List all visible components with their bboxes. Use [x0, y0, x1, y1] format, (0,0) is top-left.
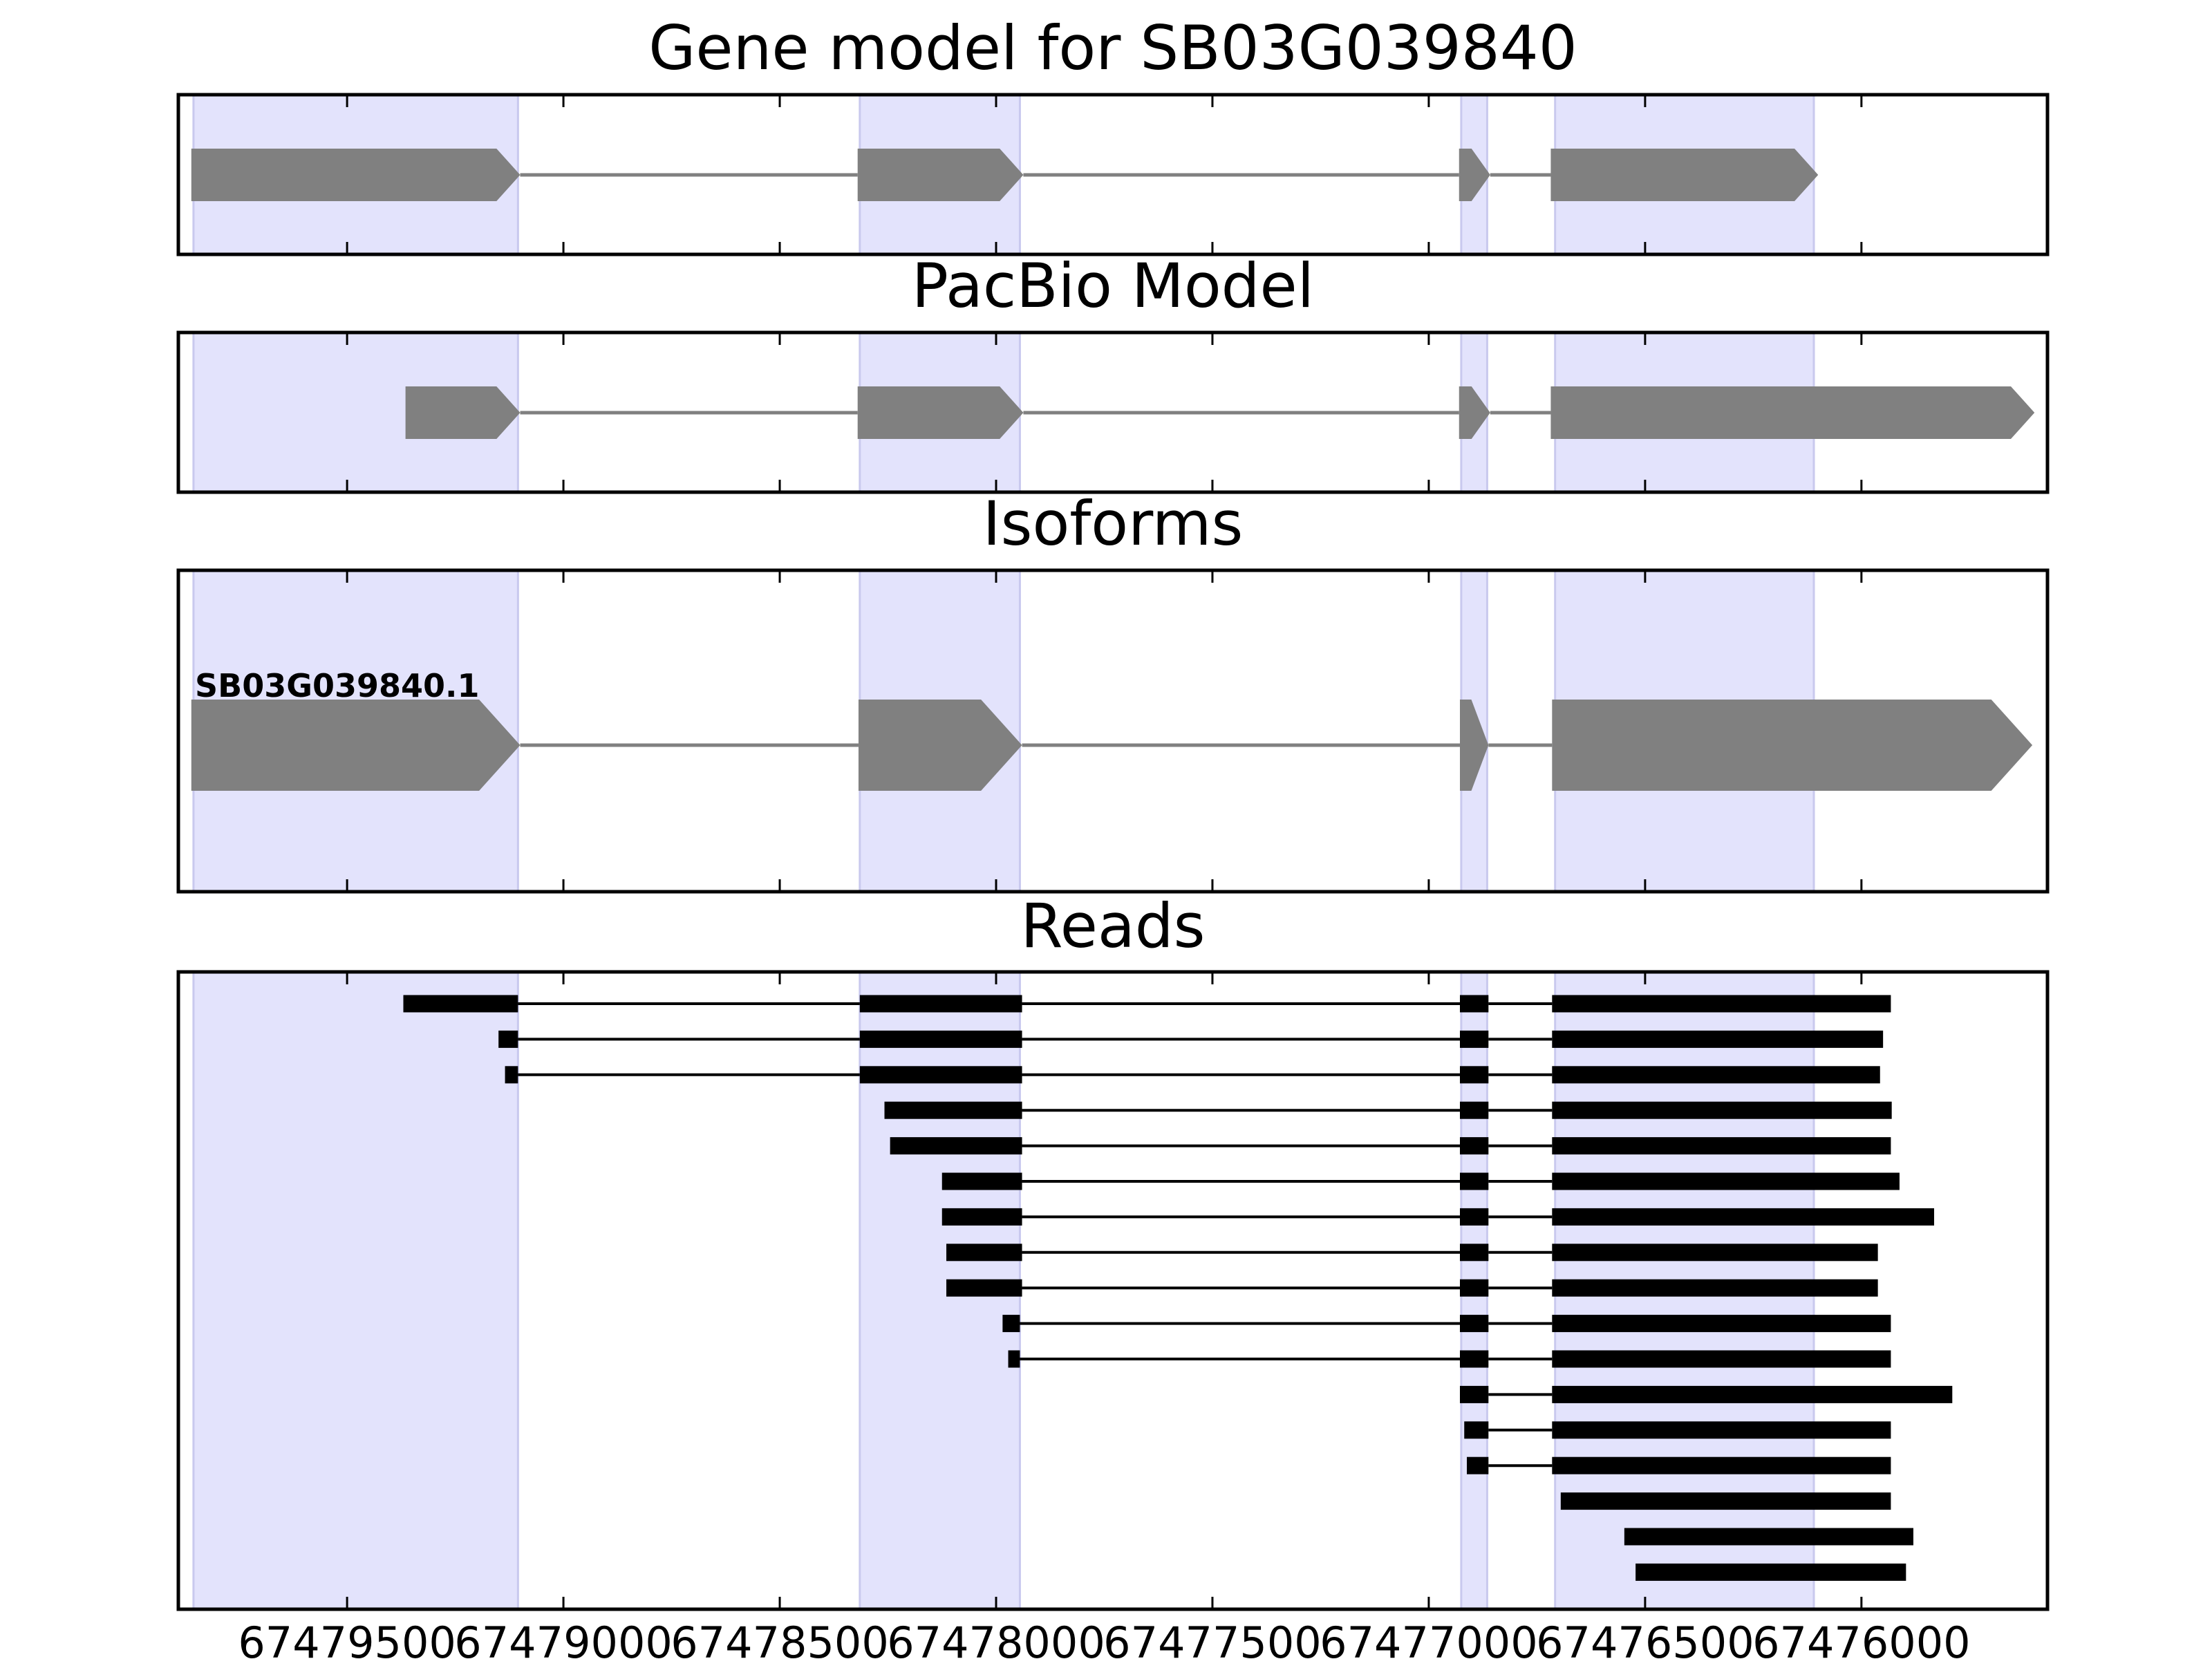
read-block — [1459, 1244, 1489, 1262]
read-block — [1552, 1030, 1884, 1048]
read-block — [1464, 1421, 1489, 1439]
read-block — [1552, 1421, 1891, 1439]
read-block — [1552, 1350, 1891, 1368]
panel-title: Isoforms — [983, 488, 1244, 559]
read-alignment — [941, 1208, 1935, 1226]
read-block — [859, 1066, 1022, 1084]
exon-block — [1459, 700, 1489, 791]
read-block — [1459, 1030, 1489, 1048]
panel-model-0: Gene model for SB03G039840 — [176, 12, 2050, 256]
read-block — [505, 1066, 518, 1084]
read-block — [1459, 995, 1489, 1013]
read-block — [1459, 1315, 1489, 1333]
panel-title: PacBio Model — [912, 250, 1314, 321]
panel-reads-3: Reads — [176, 890, 2050, 1611]
x-tick-label: 67476500 — [1536, 1618, 1754, 1659]
read-block — [1459, 1066, 1489, 1084]
read-block — [498, 1030, 518, 1048]
x-tick-label: 67479500 — [238, 1618, 456, 1659]
read-alignment — [1560, 1492, 1891, 1510]
read-block — [884, 1101, 1022, 1119]
read-block — [1459, 1172, 1489, 1190]
read-block — [1624, 1528, 1913, 1546]
exon-block — [1459, 149, 1490, 201]
x-tick-label: 67478500 — [671, 1618, 889, 1659]
panel-frame — [176, 568, 2050, 894]
panel-model-1: PacBio Model — [176, 250, 2050, 494]
read-block — [859, 1030, 1022, 1048]
exon-block — [1552, 700, 2033, 791]
exon-block — [857, 149, 1024, 201]
exon-block — [405, 386, 521, 439]
read-alignment — [946, 1244, 1878, 1262]
read-block — [1459, 1385, 1489, 1403]
panel-frame — [176, 330, 2050, 494]
exon-block — [1550, 386, 2035, 439]
panel-title: Gene model for SB03G039840 — [648, 12, 1577, 84]
read-alignment — [946, 1279, 1878, 1297]
read-alignment — [941, 1172, 1900, 1190]
exon-block — [191, 700, 521, 791]
read-block — [890, 1137, 1022, 1155]
exon-block — [857, 386, 1024, 439]
read-alignment — [505, 1066, 1880, 1084]
read-block — [1459, 1101, 1489, 1119]
exon-block — [1459, 386, 1490, 439]
exon-block — [191, 149, 521, 201]
panel-frame — [176, 93, 2050, 256]
read-block — [1552, 1456, 1891, 1474]
read-block — [946, 1244, 1022, 1262]
read-block — [1552, 1208, 1935, 1226]
read-block — [1552, 1172, 1900, 1190]
panel-isoform-2: Isoforms SB03G039840.1 — [176, 488, 2050, 894]
panel-title: Reads — [1021, 890, 1206, 962]
read-block — [1459, 1208, 1489, 1226]
x-axis: 6747950067479000674785006747800067477500… — [238, 1618, 1970, 1659]
read-block — [1008, 1350, 1020, 1368]
read-block — [1552, 995, 1891, 1013]
read-alignment — [884, 1101, 1892, 1119]
x-tick-label: 67477000 — [1320, 1618, 1538, 1659]
read-block — [1459, 1137, 1489, 1155]
read-alignment — [1002, 1315, 1891, 1333]
x-tick-label: 67476000 — [1752, 1618, 1971, 1659]
panels: Gene model for SB03G039840 PacBio Model Is… — [176, 12, 2050, 1611]
isoform-label: SB03G039840.1 — [195, 667, 479, 704]
read-block — [1459, 1279, 1489, 1297]
read-block — [1552, 1385, 1953, 1403]
x-tick-label: 67479000 — [454, 1618, 673, 1659]
read-block — [941, 1172, 1022, 1190]
read-alignment — [1635, 1563, 1906, 1581]
read-alignment — [403, 995, 1891, 1013]
read-block — [1552, 1315, 1891, 1333]
read-block — [859, 995, 1022, 1013]
read-alignment — [1467, 1456, 1891, 1474]
x-tick-label: 67477500 — [1103, 1618, 1322, 1659]
read-block — [1552, 1101, 1892, 1119]
read-block — [1467, 1456, 1489, 1474]
panel-frame — [176, 970, 2050, 1611]
read-alignment — [890, 1137, 1891, 1155]
read-block — [1552, 1244, 1878, 1262]
read-block — [946, 1279, 1022, 1297]
read-alignment — [498, 1030, 1884, 1048]
read-block — [1459, 1350, 1489, 1368]
exon-block — [1550, 149, 1819, 201]
read-alignment — [1008, 1350, 1891, 1368]
read-block — [403, 995, 518, 1013]
read-block — [1635, 1563, 1906, 1581]
read-block — [1552, 1137, 1891, 1155]
read-alignment — [1624, 1528, 1913, 1546]
read-block — [1560, 1492, 1891, 1510]
read-block — [941, 1208, 1022, 1226]
read-block — [1002, 1315, 1020, 1333]
x-tick-label: 67478000 — [887, 1618, 1105, 1659]
read-alignment — [1459, 1385, 1953, 1403]
exon-highlight-band — [192, 971, 519, 1611]
read-block — [1552, 1066, 1880, 1084]
read-block — [1552, 1279, 1878, 1297]
exon-block — [858, 700, 1022, 791]
read-alignment — [1464, 1421, 1891, 1439]
